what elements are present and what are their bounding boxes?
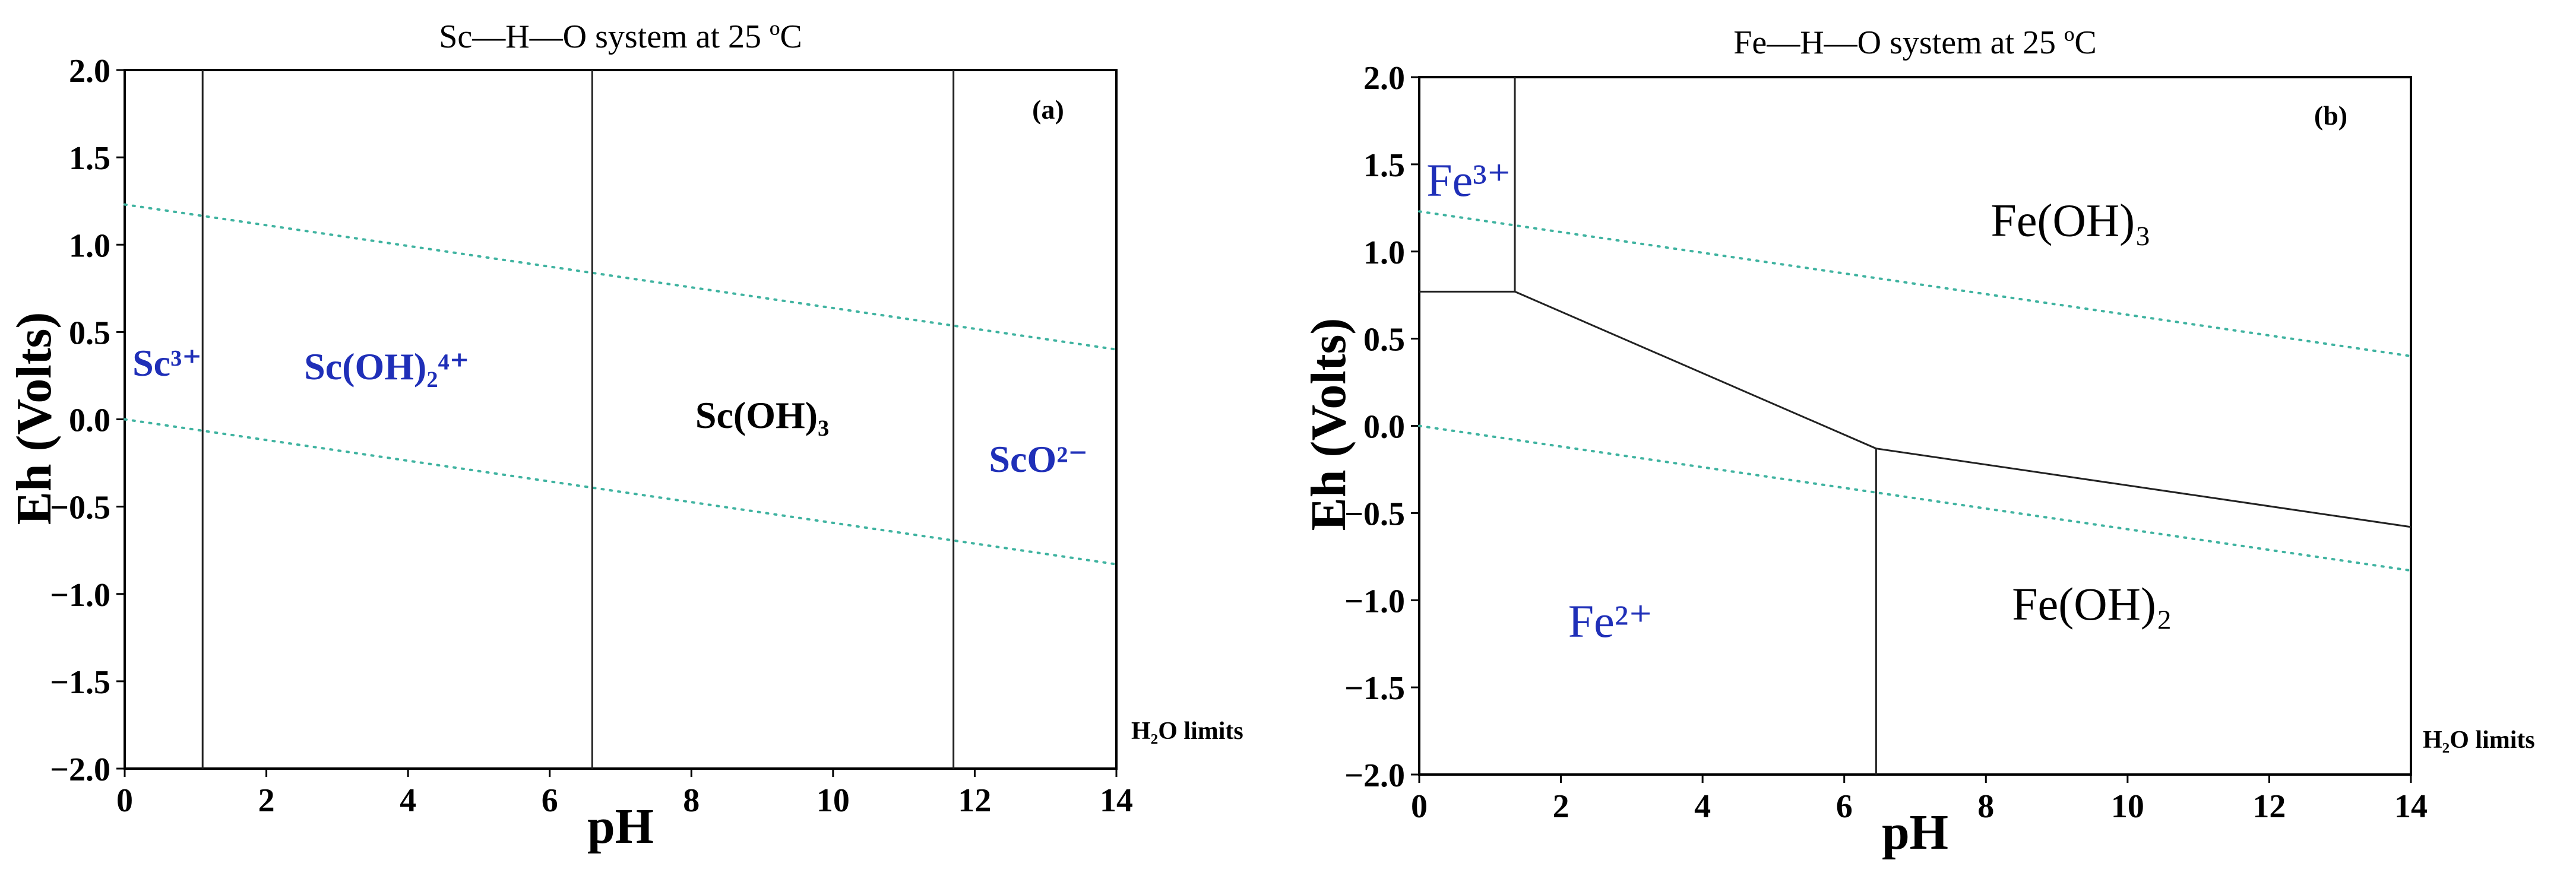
y-tick-label: −1.5 <box>1344 670 1405 707</box>
x-tick-label: 6 <box>542 782 558 819</box>
water-limit-upper <box>1418 210 2412 357</box>
chart-title: Sc—H—O system at 25 ºC <box>439 18 802 55</box>
panel-b: Fe—H—O system at 25 ºC 0 2 4 6 8 10 12 14 2.0 1.5 1… <box>1301 24 2535 860</box>
region-label: Sc³⁺ <box>132 342 202 384</box>
region-label: Fe(OH)₃ <box>1991 195 2151 246</box>
x-axis-title: pH <box>1882 805 1948 860</box>
region-label: Fe(OH)₂ <box>2012 578 2172 630</box>
plot-frame <box>1418 76 2412 776</box>
panel-label: (b) <box>2314 100 2347 131</box>
x-tick-label: 6 <box>1836 788 1853 825</box>
phase-boundary <box>1514 290 1876 450</box>
x-tick-label: 10 <box>2111 788 2144 825</box>
water-limits-note: H₂O limits <box>2423 726 2535 754</box>
y-tick-label: 2.0 <box>1363 60 1405 97</box>
water-limit-lower <box>1418 424 2412 572</box>
x-axis-title: pH <box>587 799 654 854</box>
y-tick-label: −0.5 <box>1344 496 1405 532</box>
water-limit-lower <box>124 418 1118 566</box>
y-tick-label: −2.0 <box>50 751 110 788</box>
x-tick-label: 0 <box>116 782 133 819</box>
panel-label: (a) <box>1032 94 1064 125</box>
x-tick-label: 12 <box>2252 788 2286 825</box>
y-tick-label: −2.0 <box>1344 757 1405 794</box>
y-axis-title: Eh (Volts) <box>7 312 62 525</box>
y-tick-label: 0.0 <box>1363 409 1405 446</box>
y-tick-label: 1.5 <box>69 140 110 177</box>
x-tick-label: 12 <box>958 782 991 819</box>
region-label: Sc(OH)₂⁴⁺ <box>304 345 469 388</box>
x-tick-label: 0 <box>1411 788 1428 825</box>
chart-title: Fe—H—O system at 25 ºC <box>1733 24 2097 61</box>
y-tick-label: −1.0 <box>50 577 110 614</box>
y-tick-label: −0.5 <box>50 490 110 526</box>
x-tick-label: 14 <box>1100 782 1133 819</box>
y-tick-label: 1.0 <box>1363 234 1405 271</box>
region-label: Fe²⁺ <box>1568 595 1653 647</box>
y-axis-title: Eh (Volts) <box>1301 318 1356 531</box>
y-tick-label: −1.0 <box>1344 583 1405 620</box>
x-tick-label: 2 <box>258 782 275 819</box>
region-label: Fe³⁺ <box>1426 154 1511 206</box>
y-tick-label: 1.0 <box>69 227 110 264</box>
x-tick-label: 4 <box>1694 788 1711 825</box>
x-tick-label: 14 <box>2394 788 2428 825</box>
panel-a: Sc—H—O system at 25 ºC 0 2 4 6 8 10 12 14 2.0 1.5 1… <box>7 18 1243 854</box>
plot-frame <box>124 69 1118 770</box>
water-limits-note: H₂O limits <box>1131 718 1243 745</box>
region-label: Sc(OH)₃ <box>695 394 829 436</box>
x-tick-label: 8 <box>1977 788 1994 825</box>
y-tick-label: 0.5 <box>1363 322 1405 358</box>
x-tick-label: 2 <box>1553 788 1569 825</box>
y-tick-label: −1.5 <box>50 664 110 701</box>
y-tick-label: 0.0 <box>69 402 110 439</box>
x-tick-label: 10 <box>817 782 850 819</box>
water-limit-upper <box>124 203 1118 351</box>
x-tick-label: 4 <box>400 782 416 819</box>
phase-boundary <box>1876 448 2412 528</box>
y-tick-label: 2.0 <box>69 53 110 90</box>
region-label: ScO²⁻ <box>989 438 1088 480</box>
x-tick-label: 8 <box>683 782 700 819</box>
y-tick-label: 0.5 <box>69 315 110 351</box>
y-tick-label: 1.5 <box>1363 147 1405 184</box>
